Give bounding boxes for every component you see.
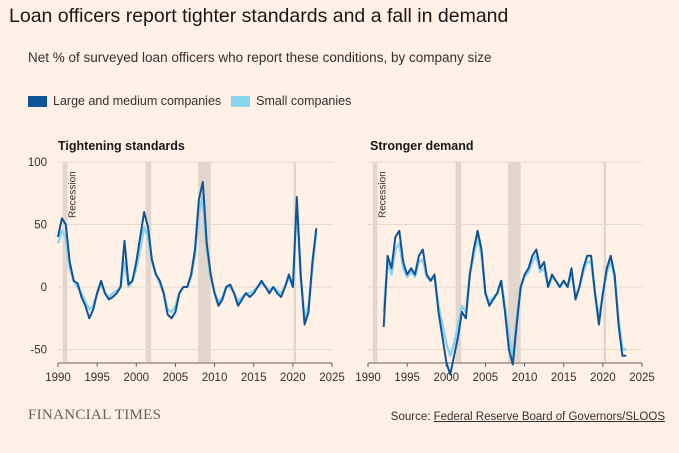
chart-panel-0: Recession 100 50 0 -50 1990 1995 2000 2005 2010 20…	[28, 139, 345, 384]
x-tick-label: 2015	[241, 372, 267, 384]
recession-label: Recession	[67, 171, 78, 218]
x-tick-label: 2010	[202, 372, 228, 384]
source-prefix: Source:	[390, 411, 434, 423]
y-tick-label: 0	[41, 282, 47, 294]
x-tick-label: 2020	[590, 372, 616, 384]
legend-item-small: Small companies	[231, 94, 351, 108]
source-note: Source: Federal Reserve Board of Governo…	[391, 411, 665, 423]
legend-label-large: Large and medium companies	[53, 94, 222, 108]
source-link[interactable]: Federal Reserve Board of Governors/SLOOS	[433, 411, 665, 423]
recession-band	[198, 162, 211, 362]
x-tick-label: 2015	[551, 372, 577, 384]
x-tick-label: 2000	[123, 372, 149, 384]
page-title: Loan officers report tighter standards a…	[9, 5, 509, 27]
x-tick-label: 1995	[84, 372, 110, 384]
y-tick-label: -50	[30, 345, 47, 357]
y-tick-label: 100	[28, 157, 47, 169]
y-tick-label: 50	[34, 220, 47, 232]
legend: Large and medium companies Small compani…	[28, 94, 351, 108]
recession-band	[455, 162, 462, 362]
x-tick-label: 2020	[280, 372, 306, 384]
x-tick-label: 2010	[512, 372, 538, 384]
recession-band	[145, 162, 152, 362]
chart-panel-1: Recession 1990 1995 2000 2005 2010 2015 2020 202…	[355, 139, 655, 384]
x-tick-label: 2025	[629, 372, 655, 384]
x-tick-label: 1995	[394, 372, 420, 384]
x-tick-label: 2000	[433, 372, 459, 384]
x-tick-label: 2005	[473, 372, 499, 384]
recession-band	[62, 162, 68, 362]
series-line-small	[56, 195, 318, 320]
panel-title: Tightening standards	[58, 139, 185, 153]
legend-label-small: Small companies	[256, 94, 352, 108]
panel-title: Stronger demand	[370, 139, 474, 153]
series-line-large	[57, 181, 318, 326]
recession-band	[372, 162, 378, 362]
legend-swatch-small	[231, 95, 251, 107]
series-line-large	[382, 229, 627, 376]
page-subtitle: Net % of surveyed loan officers who repo…	[28, 50, 492, 65]
legend-item-large: Large and medium companies	[28, 94, 221, 108]
recession-label: Recession	[377, 171, 388, 218]
x-tick-label: 1990	[355, 372, 381, 384]
x-tick-label: 2025	[319, 372, 345, 384]
x-tick-label: 2005	[163, 372, 189, 384]
ft-logo: FINANCIAL TIMES	[28, 407, 162, 423]
recession-band	[603, 162, 606, 362]
legend-swatch-large	[28, 95, 47, 107]
x-tick-label: 1990	[45, 372, 71, 384]
